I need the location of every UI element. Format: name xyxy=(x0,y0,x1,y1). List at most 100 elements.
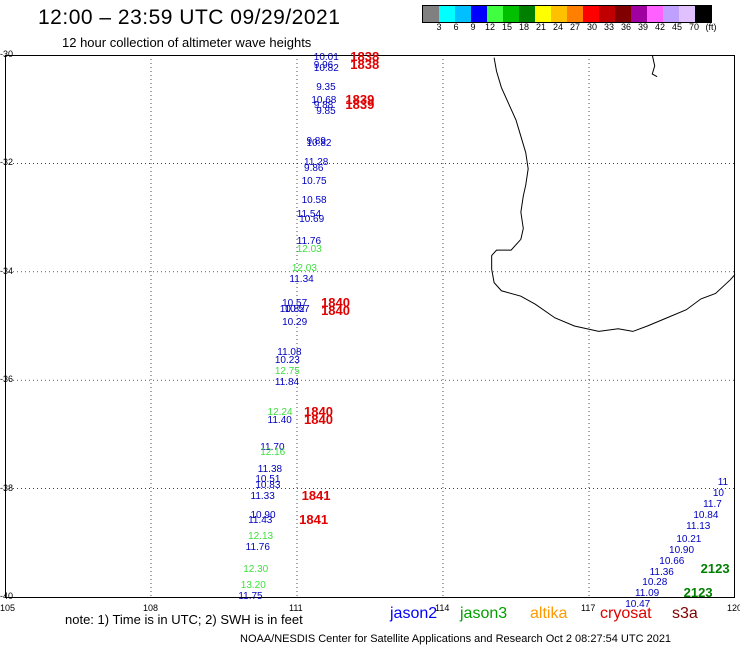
pass-time-label: 1839 xyxy=(345,97,375,113)
wave-height-value: 12.24 xyxy=(267,406,293,418)
wave-height-value: 10.66 xyxy=(659,555,685,567)
wave-height-value: 12.03 xyxy=(296,244,322,256)
map-subtitle: 12 hour collection of altimeter wave hei… xyxy=(62,35,312,50)
wave-height-value: 9.88 xyxy=(313,100,334,112)
wave-height-value: 10.57 xyxy=(284,303,310,315)
wave-height-value: 12.75 xyxy=(274,366,300,378)
scale-label: 12 xyxy=(484,22,495,32)
wave-height-value: 11.33 xyxy=(250,490,275,502)
wave-height-value: 13.20 xyxy=(240,580,266,592)
scale-label: 39 xyxy=(637,22,648,32)
latitude-tick-label: -30 xyxy=(0,49,14,59)
scale-label: 33 xyxy=(603,22,614,32)
wave-height-value: 11.54 xyxy=(296,208,322,220)
wave-height-value: 11.36 xyxy=(649,566,674,578)
latitude-tick-label: -40 xyxy=(0,591,14,601)
wave-height-value: 12.30 xyxy=(243,563,269,575)
pass-time-label: 1841 xyxy=(299,512,329,528)
scale-swatch xyxy=(599,6,615,22)
wave-height-value: 9.86 xyxy=(304,162,324,174)
satellite-legend-altika: altika xyxy=(530,605,568,622)
scale-swatch xyxy=(487,6,503,22)
wave-height-value: 11.43 xyxy=(248,515,273,527)
wave-height-color-scale xyxy=(422,5,712,23)
pass-time-label: 1838 xyxy=(350,48,380,64)
scale-swatch xyxy=(535,6,551,22)
scale-swatch xyxy=(567,6,583,22)
longitude-tick-label: 105 xyxy=(0,603,16,613)
wave-height-value: 12.16 xyxy=(260,447,286,459)
wave-height-value: 10.47 xyxy=(625,599,651,611)
scale-label: 45 xyxy=(671,22,682,32)
longitude-tick-label: 114 xyxy=(435,603,450,613)
wave-height-value: 11.38 xyxy=(257,463,283,475)
wave-height-value: 9.85 xyxy=(316,105,336,117)
scale-label: 15 xyxy=(501,22,512,32)
wave-height-value: 10.57 xyxy=(282,298,308,310)
longitude-tick-label: 120 xyxy=(727,603,740,613)
scale-label: 70 xyxy=(688,22,699,32)
pass-time-label: 2123 xyxy=(700,560,730,576)
wave-height-value: 11.70 xyxy=(260,441,285,453)
wave-height-value: 11.7 xyxy=(703,498,722,510)
scale-swatch xyxy=(647,6,663,22)
latitude-tick-label: -38 xyxy=(0,482,14,493)
pass-time-label: 1840 xyxy=(321,295,350,311)
scale-label: 21 xyxy=(535,22,546,32)
wave-height-value: 9.89 xyxy=(306,135,326,147)
latitude-tick-label: -32 xyxy=(0,157,14,168)
scale-swatch xyxy=(471,6,487,22)
satellite-legend-jason2: jason2 xyxy=(390,605,438,622)
longitude-tick-label: 108 xyxy=(143,603,159,613)
wave-height-value: 10 xyxy=(712,488,724,500)
wave-height-value: 12.03 xyxy=(291,263,317,275)
scale-swatch xyxy=(455,6,471,22)
scale-swatch xyxy=(631,6,647,22)
map-frame xyxy=(5,55,735,598)
wave-height-value: 11.09 xyxy=(634,588,660,600)
wave-height-value: 10.84 xyxy=(693,509,719,521)
latitude-tick-label: -34 xyxy=(0,265,14,276)
australia-coastline xyxy=(491,57,736,332)
scale-swatch xyxy=(423,6,439,22)
wave-height-value: 10.28 xyxy=(642,577,668,589)
scale-swatch xyxy=(679,6,695,22)
wave-height-value: 10.83 xyxy=(255,479,281,491)
satellite-legend-jason3: jason3 xyxy=(460,605,508,622)
wave-height-value: 10.90 xyxy=(669,544,695,556)
wave-height-value: 10.90 xyxy=(250,509,276,521)
satellite-legend-cryosat: cryosat xyxy=(600,605,652,622)
pass-time-label: 2123 xyxy=(683,585,713,601)
satellite-legend-s3a: s3a xyxy=(672,605,698,622)
scale-label: 27 xyxy=(569,22,580,32)
scale-swatch xyxy=(583,6,599,22)
wave-height-value: 11.76 xyxy=(296,235,322,247)
wave-height-value: 11.75 xyxy=(238,591,263,602)
wave-height-value: 10.82 xyxy=(306,138,332,150)
wave-height-value: 10.68 xyxy=(311,95,337,107)
scale-swatch xyxy=(695,6,711,22)
latitude-tick-label: -36 xyxy=(0,374,14,385)
wave-height-value: 10.01 xyxy=(313,51,339,63)
scale-label: 24 xyxy=(552,22,563,32)
wave-height-value: 10.82 xyxy=(313,62,339,74)
scale-swatch xyxy=(663,6,679,22)
scale-swatch xyxy=(503,6,519,22)
scale-swatch xyxy=(519,6,535,22)
wave-height-value: 10.23 xyxy=(274,355,300,367)
wave-height-value: 10.69 xyxy=(299,214,325,226)
scale-label: 30 xyxy=(586,22,597,32)
wave-height-value: 11.40 xyxy=(267,414,292,426)
wave-height-value: 10.75 xyxy=(301,176,327,188)
wave-height-value: 11.34 xyxy=(289,273,314,285)
wave-height-value: 10.58 xyxy=(301,195,327,207)
credit-footer: NOAA/NESDIS Center for Satellite Applica… xyxy=(240,633,672,645)
wave-height-value: 10.29 xyxy=(282,317,308,329)
wave-height-value: 10.51 xyxy=(255,474,281,486)
inland-lake-outline xyxy=(651,54,658,78)
scale-label: 3 xyxy=(436,22,442,32)
pass-time-label: 1838 xyxy=(350,56,380,72)
pass-time-label: 1840 xyxy=(304,411,333,427)
scale-label: 36 xyxy=(620,22,631,32)
pass-time-label: 1839 xyxy=(345,92,375,108)
